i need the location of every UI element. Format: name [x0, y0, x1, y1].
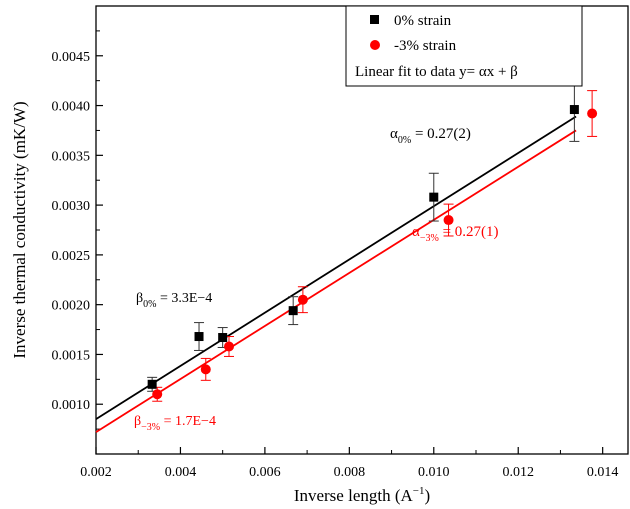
- y-tick-labels: 0.0010 0.0015 0.0020 0.0025 0.0030 0.0035 0.00…: [52, 50, 91, 413]
- y-tick-label: 0.0020: [52, 299, 91, 314]
- y-tick-label: 0.0040: [52, 100, 91, 115]
- alpha-minus3pct-annotation: α−3% = 0.27(1): [412, 224, 499, 244]
- error-bars: [147, 77, 598, 402]
- x-axis-label: Inverse length (A−1): [294, 485, 430, 505]
- legend-fit-label: Linear fit to data y= αx + β: [355, 64, 518, 80]
- data-point-minus3pct: [443, 215, 454, 226]
- data-point-0pct: [429, 192, 439, 202]
- fit-lines: [95, 115, 577, 433]
- x-tick-label: 0.008: [334, 465, 366, 480]
- x-tick-label: 0.012: [502, 465, 534, 480]
- x-tick-label: 0.006: [249, 465, 281, 480]
- data-point-0pct: [218, 333, 228, 343]
- legend-marker-minus3pct: [370, 40, 380, 50]
- data-point-minus3pct: [152, 389, 163, 400]
- data-point-minus3pct: [224, 341, 234, 352]
- data-point-0pct: [288, 306, 298, 316]
- alpha-0pct-annotation: α0% = 0.27(2): [390, 126, 471, 146]
- beta-minus3pct-annotation: β−3% = 1.7E−4: [134, 414, 216, 433]
- x-tick-label: 0.002: [80, 465, 112, 480]
- axis-ticks: [95, 30, 604, 454]
- y-tick-label: 0.0015: [52, 348, 91, 363]
- y-tick-label: 0.0025: [52, 249, 91, 264]
- data-markers: [147, 105, 598, 400]
- data-point-0pct: [569, 105, 579, 115]
- data-point-0pct: [147, 379, 157, 389]
- x-tick-labels: 0.002 0.004 0.006 0.008 0.010 0.012 0.014: [80, 465, 618, 480]
- data-point-minus3pct: [200, 364, 211, 375]
- data-point-minus3pct: [587, 108, 598, 119]
- y-tick-label: 0.0035: [52, 149, 91, 164]
- y-tick-label: 0.0010: [52, 398, 91, 413]
- legend-marker-0pct: [370, 15, 379, 24]
- data-point-minus3pct: [297, 294, 308, 305]
- y-tick-label: 0.0045: [52, 50, 91, 65]
- legend-box: [345, 5, 583, 87]
- x-tick-label: 0.014: [587, 465, 619, 480]
- legend: 0% strain -3% strain Linear fit to data …: [345, 5, 583, 87]
- fit-line-minus3pct: [95, 129, 577, 433]
- legend-label-0pct: 0% strain: [394, 13, 452, 29]
- legend-label-minus3pct: -3% strain: [394, 38, 457, 54]
- beta-0pct-annotation: β0% = 3.3E−4: [136, 291, 212, 310]
- y-axis-label: Inverse thermal conductivity (mK/W): [10, 101, 29, 358]
- x-tick-label: 0.010: [418, 465, 450, 480]
- y-tick-label: 0.0030: [52, 199, 91, 214]
- data-point-0pct: [194, 332, 204, 342]
- fit-line-0pct: [95, 115, 577, 420]
- x-tick-label: 0.004: [165, 465, 197, 480]
